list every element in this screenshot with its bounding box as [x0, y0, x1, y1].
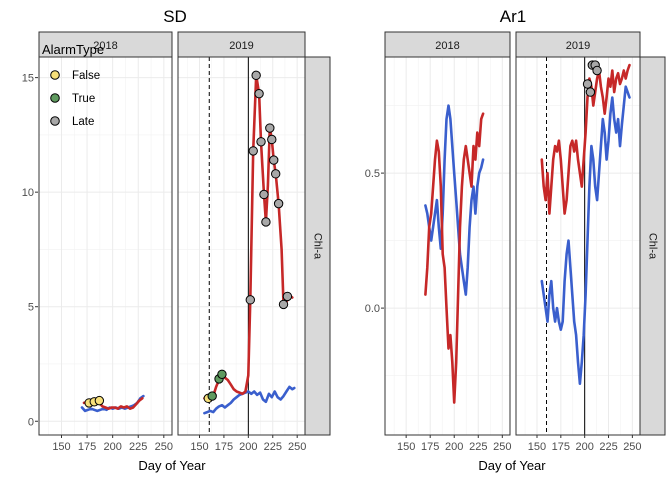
x-tick-label: 175: [421, 441, 439, 453]
alarm-point-false: [94, 395, 105, 406]
panel-border: [515, 56, 641, 436]
panel-background: [178, 57, 305, 435]
facet-strip-label: 2018: [435, 40, 459, 52]
alarm-point-true: [207, 391, 217, 401]
alarm-point-late: [261, 217, 271, 227]
x-tick-label: 200: [575, 441, 593, 453]
facet-strip-label: 2018: [93, 40, 117, 52]
chart-title: SD: [163, 7, 187, 26]
alarm-point-late: [278, 299, 289, 310]
x-tick-label: 225: [264, 441, 282, 453]
x-tick-label: 225: [469, 441, 487, 453]
series-line-red: [540, 63, 631, 215]
x-tick-label: 175: [78, 441, 96, 453]
panel-data: [540, 60, 631, 385]
x-tick-label: 250: [155, 441, 173, 453]
x-axis-title: Day of Year: [478, 458, 546, 473]
alarm-point-late: [248, 146, 258, 156]
y-tick-label: 0.0: [365, 303, 380, 315]
y-tick-label: 10: [22, 187, 34, 199]
series-line-red: [424, 112, 485, 404]
panel-border: [177, 56, 306, 436]
series-line-blue: [424, 104, 485, 296]
alarm-point-late: [269, 155, 279, 165]
x-tick-label: 175: [552, 441, 570, 453]
x-tick-label: 250: [288, 441, 306, 453]
facet-row-label: Chl-a: [312, 233, 324, 260]
x-tick-label: 200: [103, 441, 121, 453]
y-tick-label: 0: [28, 416, 34, 428]
panel-data: [424, 104, 485, 404]
alarm-point-late: [270, 169, 281, 179]
alarm-point-late: [267, 134, 277, 145]
facet-strip: [177, 31, 306, 58]
facet-strip-label: 2019: [229, 40, 253, 52]
panel-border: [384, 56, 511, 436]
panel-background: [516, 57, 640, 435]
panel-data: [80, 394, 145, 413]
alarm-point-late: [282, 291, 293, 302]
panel-border: [38, 56, 173, 436]
facet-row-label: Chl-a: [647, 233, 659, 260]
alarm-point-late: [273, 198, 284, 209]
legend-key-true: [50, 93, 60, 103]
panel-data: [203, 70, 296, 415]
alarm-point-late: [582, 79, 593, 89]
x-tick-label: 225: [599, 441, 617, 453]
alarm-point-late: [245, 295, 255, 305]
legend-label-false: False: [72, 70, 100, 82]
x-tick-label: 150: [52, 441, 70, 453]
facet-row-strip: [304, 56, 331, 436]
legend-label-late: Late: [72, 116, 94, 128]
x-tick-label: 250: [623, 441, 641, 453]
x-tick-label: 150: [190, 441, 208, 453]
alarm-point-true: [217, 369, 227, 379]
x-axis-title: Day of Year: [138, 458, 206, 473]
x-tick-label: 225: [129, 441, 147, 453]
x-tick-label: 200: [445, 441, 463, 453]
facet-strip: [384, 31, 511, 58]
legend-label-true: True: [72, 93, 95, 105]
x-tick-label: 200: [239, 441, 257, 453]
chart-title: Ar1: [500, 7, 526, 26]
y-tick-label: 5: [28, 302, 34, 314]
legend-key-false: [50, 70, 60, 80]
alarm-point-late: [265, 123, 275, 133]
x-tick-label: 150: [528, 441, 546, 453]
series-line-blue: [203, 385, 296, 415]
series-line-blue: [540, 85, 631, 385]
x-tick-label: 150: [397, 441, 415, 453]
alarm-point-late: [251, 70, 261, 81]
panel-background: [39, 57, 172, 435]
facet-row-strip: [639, 56, 666, 436]
legend-key-late: [50, 116, 60, 126]
facet-strip-label: 2019: [566, 40, 590, 52]
alarm-point-late: [585, 87, 596, 97]
y-tick-label: 0.5: [365, 168, 380, 180]
y-tick-label: 15: [22, 73, 34, 85]
x-tick-label: 250: [493, 441, 511, 453]
alarm-point-late: [259, 189, 269, 200]
alarm-point-late: [256, 137, 266, 147]
x-tick-label: 175: [215, 441, 233, 453]
alarm-point-late: [592, 65, 602, 76]
alarm-point-late: [254, 88, 264, 99]
legend-title: AlarmType: [42, 42, 104, 57]
